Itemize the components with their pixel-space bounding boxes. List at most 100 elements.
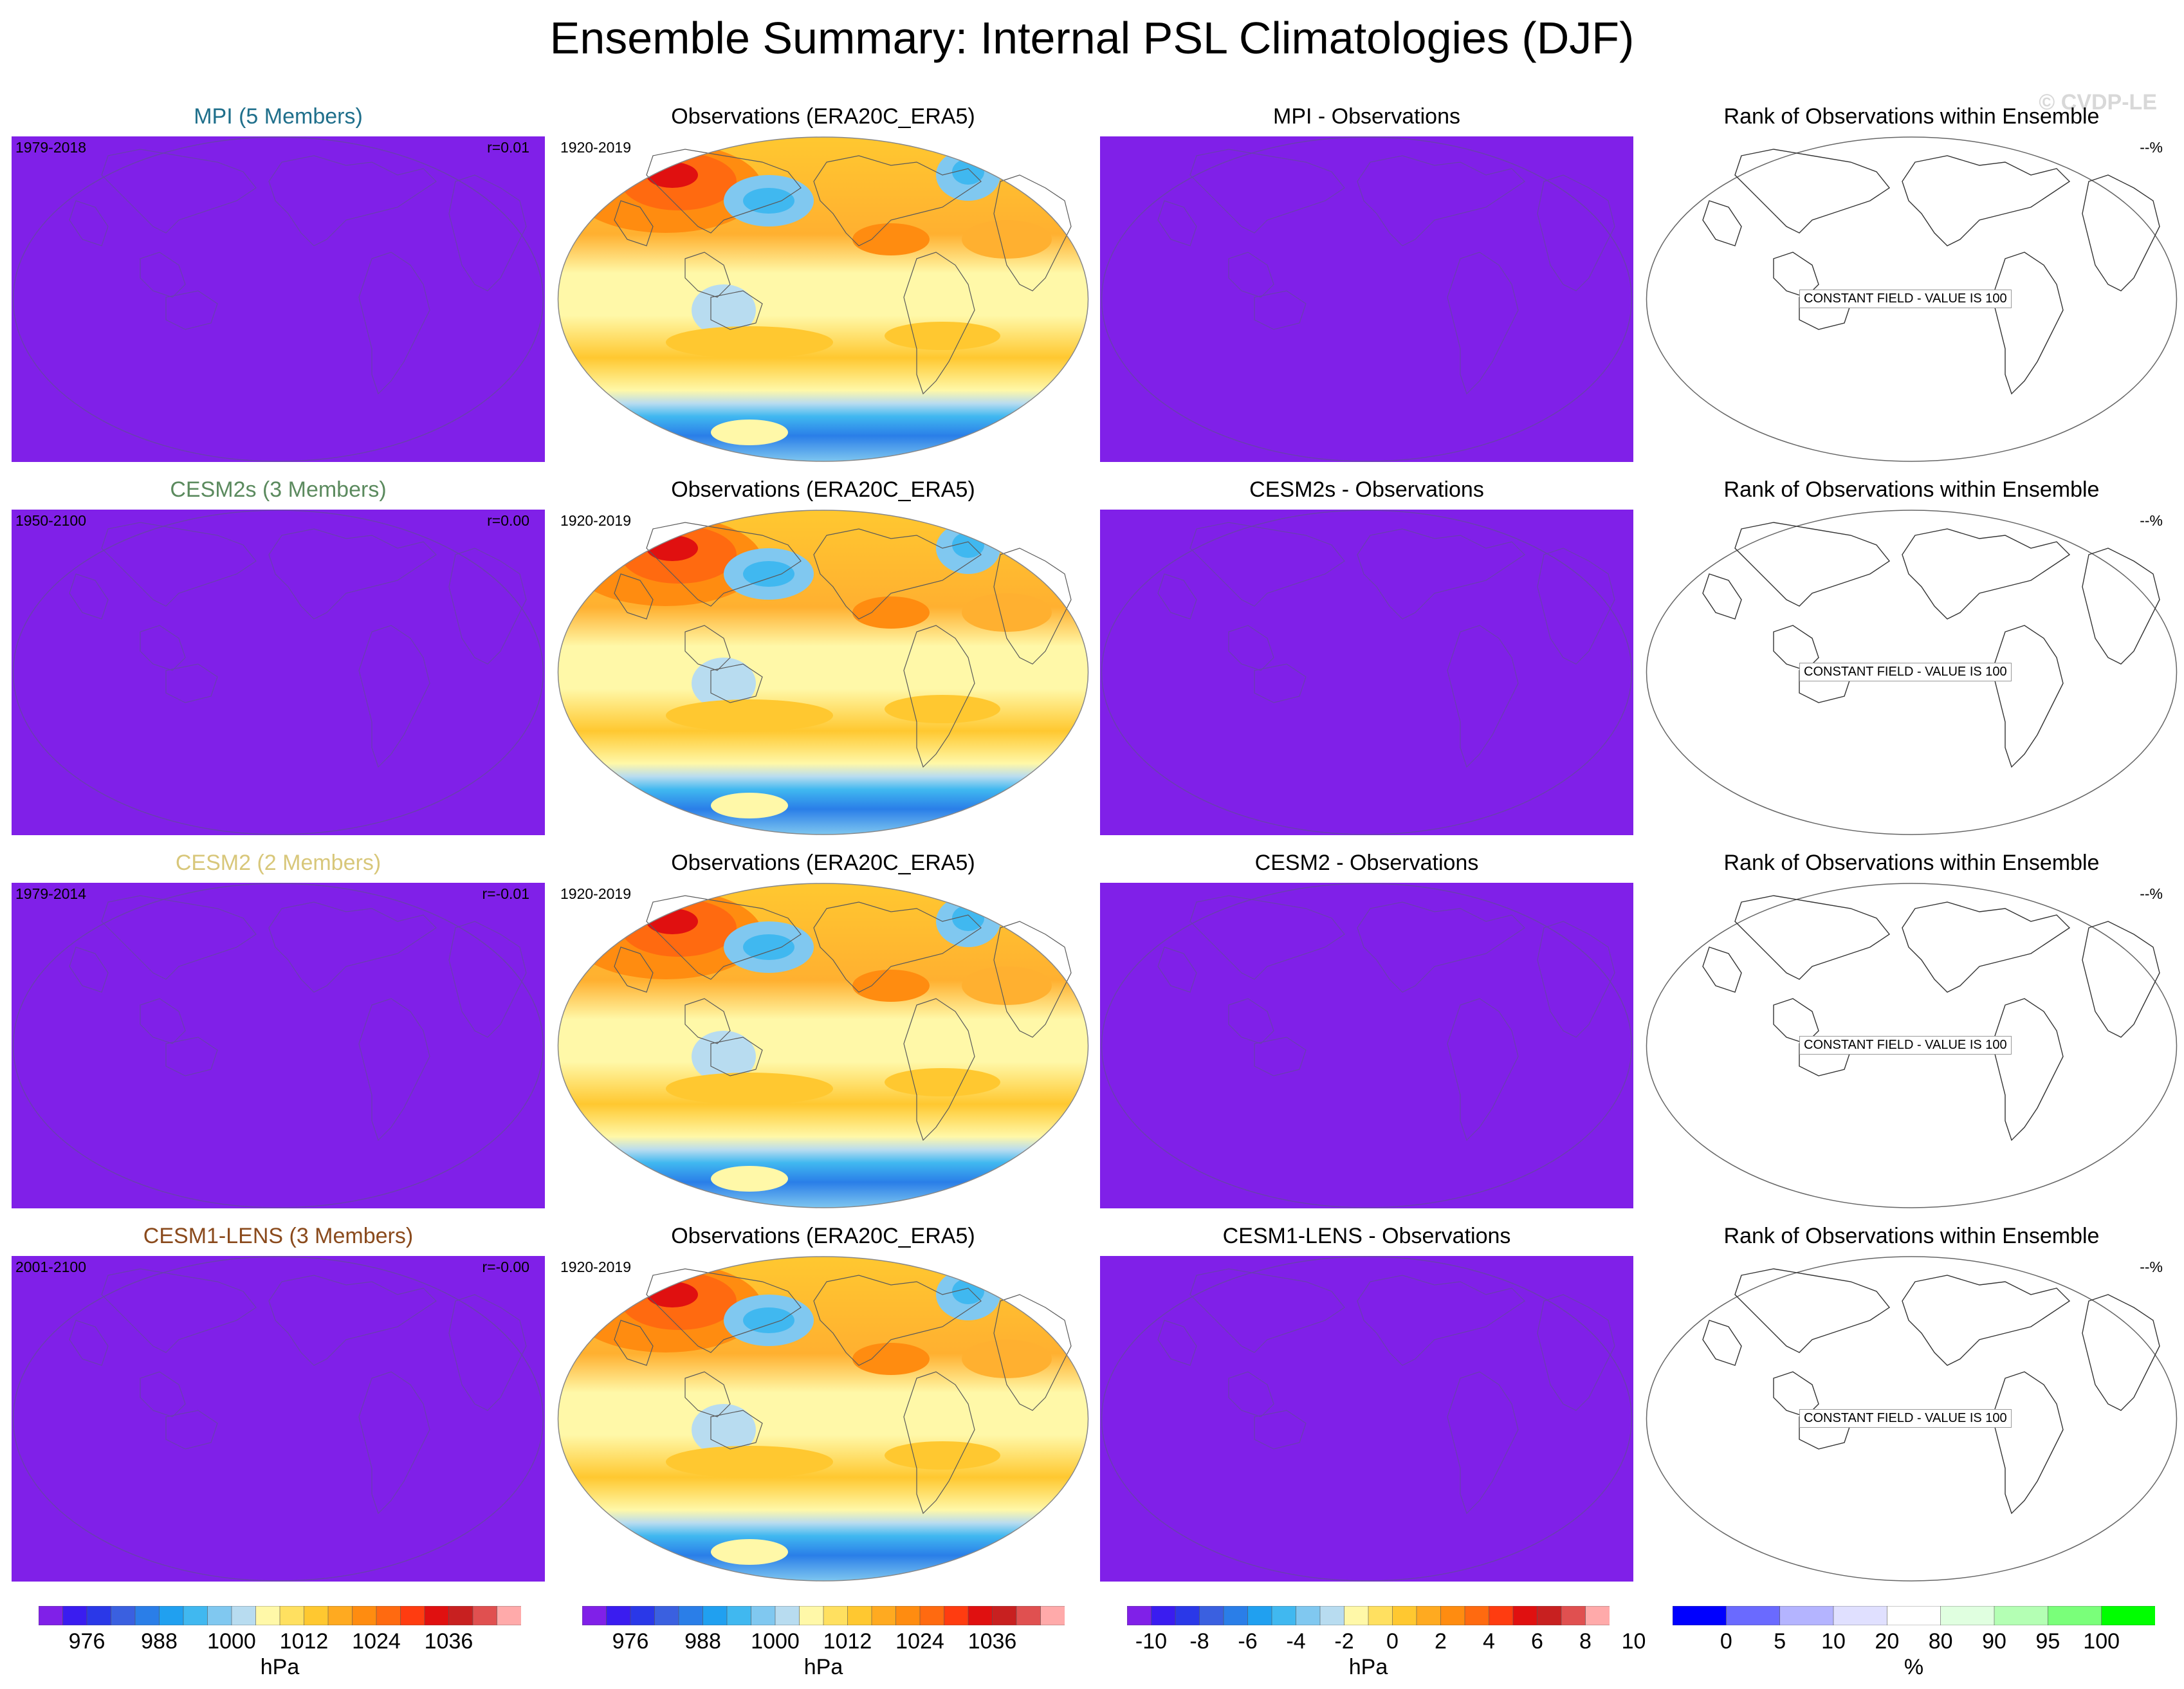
colorbar-swatch	[775, 1606, 800, 1625]
model-panel-title: CESM2 (2 Members)	[175, 851, 381, 875]
rank-panel: Rank of Observations within Ensemble --%…	[1645, 849, 2178, 1221]
colorbar: 976 988 1000 1012 1024 1036 hPa	[39, 1606, 521, 1683]
model-years: 1950-2100	[15, 512, 86, 529]
diff-panel: CESM2s - Observations	[1100, 476, 1633, 848]
model-panel: MPI (5 Members) 1979-2018 r=0.01	[12, 103, 545, 475]
colorbar-unit: %	[1904, 1655, 1924, 1679]
colorbar-swatch	[1199, 1606, 1224, 1625]
colorbar-tick-label: -2	[1334, 1629, 1354, 1654]
rank-percent: --%	[2140, 139, 2163, 156]
colorbar-tick-label: 8	[1579, 1629, 1592, 1654]
diff-map	[1100, 510, 1633, 835]
colorbar-unit: hPa	[803, 1655, 843, 1679]
colorbar-swatch	[1175, 1606, 1200, 1625]
colorbar-tick-label: 1036	[424, 1629, 473, 1654]
colorbar-swatch	[472, 1606, 498, 1625]
colorbar-swatch	[376, 1606, 401, 1625]
panel-row: CESM1-LENS (3 Members) 2001-2100 r=-0.00…	[0, 1223, 2184, 1594]
colorbar-swatch	[582, 1606, 607, 1625]
colorbar-swatch	[497, 1606, 521, 1625]
model-pattern-correlation: r=-0.00	[482, 1259, 529, 1275]
panel-row: CESM2 (2 Members) 1979-2014 r=-0.01 Obse…	[0, 849, 2184, 1221]
colorbar-tick-label: 1024	[895, 1629, 944, 1654]
watermark: © CVDP-LE	[2039, 90, 2157, 115]
model-map	[12, 510, 545, 835]
colorbar-swatch	[1247, 1606, 1272, 1625]
colorbar-tick-label: 10	[1621, 1629, 1646, 1654]
colorbar-swatch	[86, 1606, 112, 1625]
colorbar-tick-label: 976	[612, 1629, 649, 1654]
figure-title: Ensemble Summary: Internal PSL Climatolo…	[549, 13, 1635, 63]
colorbar-swatch	[255, 1606, 280, 1625]
rank-percent: --%	[2140, 512, 2163, 529]
colorbar-swatch	[304, 1606, 329, 1625]
colorbar-swatch	[751, 1606, 776, 1625]
obs-map-svg	[557, 510, 1089, 835]
colorbar: 0 5 10 20 80 90 95 100%	[1673, 1606, 2155, 1683]
rank-panel: Rank of Observations within Ensemble --%…	[1645, 1223, 2178, 1594]
colorbar-swatch	[968, 1606, 993, 1625]
obs-panel-title: Observations (ERA20C_ERA5)	[671, 1224, 975, 1248]
colorbar-swatch	[1726, 1606, 1781, 1625]
obs-map-svg	[557, 136, 1089, 462]
colorbar-swatch	[2101, 1606, 2155, 1625]
colorbar-swatch	[111, 1606, 136, 1625]
colorbar-swatch	[1296, 1606, 1321, 1625]
colorbar-tick-label: 6	[1531, 1629, 1543, 1654]
obs-years: 1920-2019	[560, 512, 631, 529]
colorbar-tick-label: 1000	[207, 1629, 256, 1654]
model-panel-title: CESM2s (3 Members)	[170, 477, 387, 502]
model-panel: CESM2 (2 Members) 1979-2014 r=-0.01	[12, 849, 545, 1221]
colorbar-unit: hPa	[1348, 1655, 1388, 1679]
colorbar-swatch	[1833, 1606, 1888, 1625]
colorbar-tick-label: 90	[1982, 1629, 2006, 1654]
rank-panel-title: Rank of Observations within Ensemble	[1723, 1224, 2100, 1248]
model-pattern-correlation: r=0.00	[487, 512, 529, 529]
colorbar-swatch	[1040, 1606, 1065, 1625]
colorbar-tick-label: 1012	[279, 1629, 329, 1654]
colorbar-swatch	[799, 1606, 824, 1625]
obs-years: 1920-2019	[560, 139, 631, 156]
rank-panel: Rank of Observations within Ensemble --%…	[1645, 476, 2178, 848]
colorbar-swatch	[1464, 1606, 1490, 1625]
colorbar-swatch	[62, 1606, 87, 1625]
colorbar-tick-label: 5	[1774, 1629, 1786, 1654]
colorbar-swatch	[1994, 1606, 2049, 1625]
constant-field-label: CONSTANT FIELD - VALUE IS 100	[1799, 663, 2012, 681]
colorbar-swatch	[678, 1606, 704, 1625]
diff-panel-title: MPI - Observations	[1273, 104, 1460, 129]
panel-row: MPI (5 Members) 1979-2018 r=0.01 Observa…	[0, 103, 2184, 475]
model-panel: CESM1-LENS (3 Members) 2001-2100 r=-0.00	[12, 1223, 545, 1594]
colorbar-tick-label: 1012	[823, 1629, 872, 1654]
colorbar-swatch	[183, 1606, 208, 1625]
colorbar-swatch	[1887, 1606, 1941, 1625]
colorbar-swatch	[1223, 1606, 1249, 1625]
obs-panel-title: Observations (ERA20C_ERA5)	[671, 477, 975, 502]
colorbar-swatch	[1512, 1606, 1538, 1625]
colorbar-swatch	[1344, 1606, 1369, 1625]
colorbar-tick-label: 1024	[352, 1629, 401, 1654]
colorbar-tick-label: -8	[1189, 1629, 1209, 1654]
rank-panel-title: Rank of Observations within Ensemble	[1723, 851, 2100, 875]
colorbar-unit: hPa	[260, 1655, 300, 1679]
colorbar-tick-label: 80	[1928, 1629, 1953, 1654]
rank-percent: --%	[2140, 885, 2163, 902]
constant-field-label: CONSTANT FIELD - VALUE IS 100	[1799, 1036, 2012, 1055]
colorbar-tick-label: 100	[2083, 1629, 2120, 1654]
colorbar-swatch	[895, 1606, 921, 1625]
diff-panel-title: CESM2 - Observations	[1254, 851, 1479, 875]
model-map	[12, 136, 545, 462]
obs-map	[556, 510, 1090, 835]
diff-panel-title: CESM2s - Observations	[1249, 477, 1484, 502]
colorbar-swatch	[606, 1606, 631, 1625]
colorbar-swatch	[726, 1606, 752, 1625]
colorbar-tick-label: 4	[1483, 1629, 1495, 1654]
obs-map	[556, 1256, 1090, 1582]
rank-panel: Rank of Observations within Ensemble --%…	[1645, 103, 2178, 475]
model-panel-title: MPI (5 Members)	[194, 104, 363, 129]
model-map	[12, 883, 545, 1208]
obs-panel: Observations (ERA20C_ERA5)	[556, 103, 1090, 475]
diff-panel-title: CESM1-LENS - Observations	[1222, 1224, 1511, 1248]
colorbar-swatch	[39, 1606, 64, 1625]
model-years: 2001-2100	[15, 1259, 86, 1275]
